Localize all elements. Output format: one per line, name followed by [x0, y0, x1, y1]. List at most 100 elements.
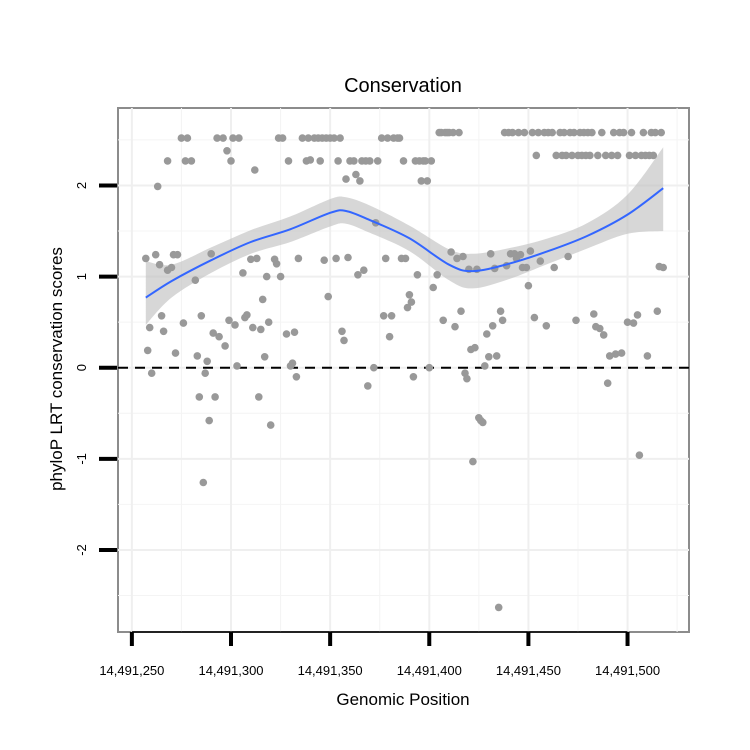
data-point	[252, 254, 261, 263]
data-point	[332, 254, 340, 263]
data-point	[227, 157, 235, 165]
data-point	[613, 151, 622, 160]
data-point	[524, 281, 533, 290]
data-point	[516, 250, 525, 259]
data-point	[306, 156, 315, 164]
y-tick-label: 0	[74, 364, 89, 371]
data-point	[526, 247, 535, 255]
data-point	[360, 266, 368, 275]
data-point	[187, 157, 196, 165]
data-point	[455, 128, 463, 137]
data-point	[496, 307, 505, 316]
data-point	[651, 128, 660, 137]
y-tick-label: -2	[74, 544, 89, 556]
data-point	[171, 349, 180, 357]
data-point	[488, 322, 497, 330]
data-point	[304, 134, 313, 142]
data-point	[292, 373, 301, 381]
data-point	[290, 328, 299, 337]
data-point	[364, 382, 372, 390]
data-point	[542, 322, 551, 330]
data-point	[635, 451, 644, 460]
data-point	[330, 134, 338, 142]
data-point	[298, 134, 307, 142]
data-point	[405, 291, 414, 299]
data-point	[629, 319, 638, 327]
data-point	[201, 369, 209, 378]
data-point	[598, 128, 606, 137]
data-point	[316, 157, 325, 165]
data-point	[352, 170, 360, 179]
data-point	[401, 254, 410, 263]
data-point	[143, 346, 152, 355]
data-point	[528, 128, 537, 137]
data-point	[207, 250, 215, 258]
x-tick-label: 14,491,500	[595, 663, 660, 678]
data-point	[471, 343, 479, 352]
data-point	[282, 330, 291, 338]
chart-title: Conservation	[344, 75, 462, 97]
data-point	[572, 316, 580, 325]
data-point	[177, 134, 186, 142]
data-point	[429, 283, 438, 292]
data-point	[514, 128, 523, 137]
data-point	[381, 254, 390, 263]
data-point	[233, 362, 241, 370]
data-point	[159, 327, 168, 336]
data-point	[657, 128, 665, 137]
data-point	[403, 303, 412, 312]
data-point	[350, 157, 358, 165]
x-tick-label: 14,491,300	[198, 663, 263, 678]
data-point	[447, 248, 455, 256]
data-point	[377, 134, 386, 142]
data-point	[417, 177, 426, 185]
y-tick-label: -1	[74, 453, 89, 465]
data-point	[439, 316, 448, 325]
x-axis-title: Genomic Position	[336, 690, 469, 709]
data-point	[492, 352, 501, 360]
data-point	[605, 352, 614, 360]
data-point	[607, 151, 616, 160]
data-point	[599, 331, 608, 339]
data-point	[603, 379, 612, 388]
data-point	[639, 128, 648, 137]
data-point	[459, 252, 467, 261]
data-point	[530, 313, 539, 322]
data-point	[588, 128, 596, 137]
data-point	[276, 272, 285, 281]
data-point	[451, 322, 459, 331]
data-point	[564, 252, 572, 261]
data-point	[560, 128, 568, 137]
data-point	[550, 263, 558, 272]
data-point	[627, 128, 636, 137]
x-tick-label: 14,491,250	[99, 663, 164, 678]
data-point	[407, 298, 416, 306]
data-point	[264, 318, 273, 327]
data-point	[617, 349, 626, 357]
data-point	[278, 134, 287, 142]
data-point	[625, 151, 634, 160]
data-point	[536, 257, 545, 265]
data-point	[249, 323, 257, 332]
data-point	[611, 350, 620, 358]
data-point	[142, 254, 150, 263]
data-point	[157, 312, 166, 320]
y-axis: -2 -1 0 1 2	[74, 182, 117, 556]
data-point	[336, 134, 344, 142]
data-point	[258, 295, 267, 304]
data-point	[151, 250, 160, 259]
data-point	[370, 363, 378, 372]
data-point	[594, 151, 602, 160]
data-point	[552, 151, 560, 160]
data-point	[449, 128, 457, 137]
data-point	[366, 157, 374, 165]
smooth-line-layer	[145, 187, 664, 299]
x-tick-label: 14,491,400	[397, 663, 462, 678]
data-point	[395, 134, 404, 142]
data-point	[173, 250, 182, 259]
data-point	[320, 256, 329, 265]
data-point	[294, 254, 303, 263]
data-point	[223, 147, 231, 155]
data-point	[266, 421, 275, 429]
y-axis-title: phyloP LRT conservation scores	[47, 247, 66, 491]
